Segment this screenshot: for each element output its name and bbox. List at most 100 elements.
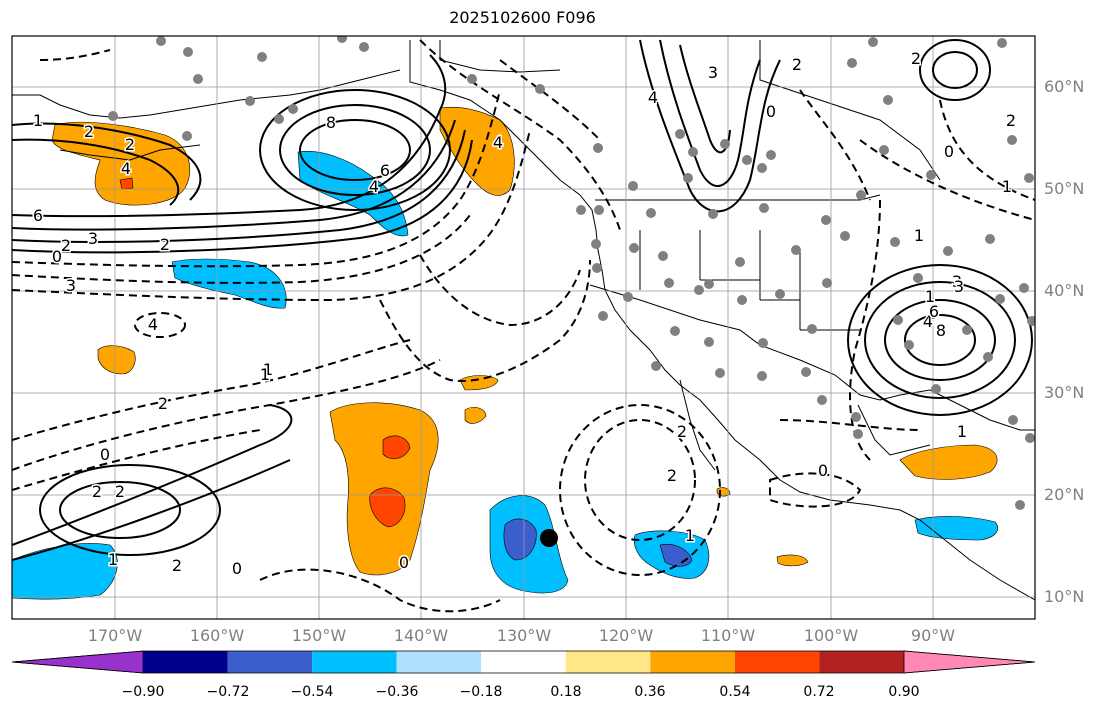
contour-label: 1 — [108, 550, 118, 569]
colorbar-segment — [819, 651, 904, 673]
contour-label: 2 — [158, 394, 168, 413]
lat-label-60n: 60°N — [1044, 77, 1085, 96]
contour-label: 0 — [944, 142, 954, 161]
colorbar-extend-min — [11, 650, 144, 674]
contour-label: 0 — [928, 304, 938, 323]
contour-label: 0 — [766, 102, 776, 121]
contour-label: 3 — [954, 277, 964, 296]
anomaly-positive-bc-coast — [439, 106, 515, 196]
contour-label: 2 — [1006, 111, 1016, 130]
contour-label: 1 — [914, 226, 924, 245]
contour-label: 4 — [923, 312, 933, 331]
contour-label: 8 — [936, 321, 946, 340]
contour-label: 4 — [121, 159, 131, 178]
colorbar-tick-label: 0.90 — [888, 684, 920, 700]
contour-label: 3 — [88, 229, 98, 248]
colorbar-segment — [143, 651, 228, 673]
colorbar-segment — [227, 651, 313, 673]
anomaly-strong-central-1 — [382, 435, 411, 460]
contour-label: 1 — [1002, 177, 1012, 196]
contour-label: 6 — [33, 206, 43, 225]
contour-label: 1 — [260, 365, 270, 384]
lon-label-110w: 110°W — [700, 626, 756, 645]
contour-label: 2 — [677, 422, 687, 441]
colorbar-tick-label: −0.54 — [290, 684, 334, 700]
lat-label-40n: 40°N — [1044, 281, 1085, 300]
map-border — [11, 35, 1036, 620]
contour-label: 1 — [925, 287, 935, 306]
colorbar-segment — [565, 651, 651, 673]
contour-label: 6 — [929, 302, 939, 321]
cyclone-center-marker — [540, 529, 558, 547]
anomaly-positive-small-3 — [464, 407, 487, 424]
contour-label: 3 — [66, 276, 76, 295]
contour-label: 3 — [708, 63, 718, 82]
lon-label-150w: 150°W — [291, 626, 347, 645]
anomaly-positive-aleutians — [51, 121, 191, 206]
map-title: 2025102600 F096 — [449, 8, 596, 27]
contour-label: 3 — [952, 272, 962, 291]
colorbar-segment — [650, 651, 735, 673]
contour-label: 0 — [818, 461, 828, 480]
contour-label: 4 — [148, 315, 158, 334]
colorbar-segment — [312, 651, 397, 673]
contour-label: 2 — [172, 556, 182, 575]
contour-label: 4 — [648, 88, 658, 107]
contour-label: 2 — [125, 135, 135, 154]
contour-label: 8 — [326, 113, 336, 132]
contour-label: 0 — [52, 247, 62, 266]
colorbar-tick-label: −0.90 — [121, 684, 165, 700]
contour-label: 6 — [380, 161, 390, 180]
colorbar-tick-label: −0.18 — [459, 684, 503, 700]
lat-label-30n: 30°N — [1044, 383, 1085, 402]
colorbar — [11, 650, 1036, 674]
anomaly-strong-aleutians — [119, 177, 134, 190]
contour-label: 4 — [493, 133, 503, 152]
contours-solid — [12, 39, 1033, 561]
colorbar-tick-label: 0.36 — [634, 684, 666, 700]
lat-label-20n: 20°N — [1044, 485, 1085, 504]
lon-label-100w: 100°W — [803, 626, 859, 645]
contour-label: 2 — [160, 235, 170, 254]
anomaly-medium-negative-tc — [503, 518, 537, 561]
anomaly-positive-small-4 — [776, 554, 809, 567]
colorbar-segment — [481, 651, 566, 673]
anomaly-strong-central-2 — [369, 487, 406, 528]
station-dots — [108, 36, 1035, 510]
anomaly-positive-gulf — [899, 444, 998, 480]
contours-dashed — [12, 39, 1035, 613]
contour-label: 0 — [399, 553, 409, 572]
contour-label: 2 — [667, 466, 677, 485]
colorbar-tick-label: 0.18 — [550, 684, 582, 700]
contour-label: 2 — [911, 49, 921, 68]
colorbar-tick-label: 0.72 — [803, 684, 835, 700]
anomaly-negative-north-pacific — [171, 258, 287, 309]
contour-label: 4 — [369, 177, 379, 196]
colorbar-tick-label: −0.72 — [206, 684, 250, 700]
contour-label: 2 — [92, 482, 102, 501]
anomaly-positive-small-2 — [459, 375, 499, 391]
contour-label: 1 — [685, 526, 695, 545]
lon-label-160w: 160°W — [189, 626, 245, 645]
lon-label-120w: 120°W — [598, 626, 654, 645]
colorbar-tick-label: −0.36 — [375, 684, 419, 700]
lat-label-10n: 10°N — [1044, 587, 1085, 606]
contour-label: 1 — [263, 360, 273, 379]
contour-label: 2 — [792, 55, 802, 74]
contour-label: 1 — [957, 422, 967, 441]
gridlines — [12, 36, 1035, 619]
colorbar-segment — [396, 651, 482, 673]
colorbar-outline — [11, 650, 1036, 674]
contour-label: 2 — [115, 482, 125, 501]
lat-label-50n: 50°N — [1044, 179, 1085, 198]
lon-label-140w: 140°W — [393, 626, 449, 645]
contour-label: 0 — [232, 559, 242, 578]
colorbar-extend-max — [903, 650, 1036, 674]
contour-label: 1 — [33, 111, 43, 130]
lon-label-130w: 130°W — [496, 626, 552, 645]
contour-label: 0 — [100, 445, 110, 464]
colorbar-segment — [734, 651, 820, 673]
lon-label-90w: 90°W — [910, 626, 956, 645]
